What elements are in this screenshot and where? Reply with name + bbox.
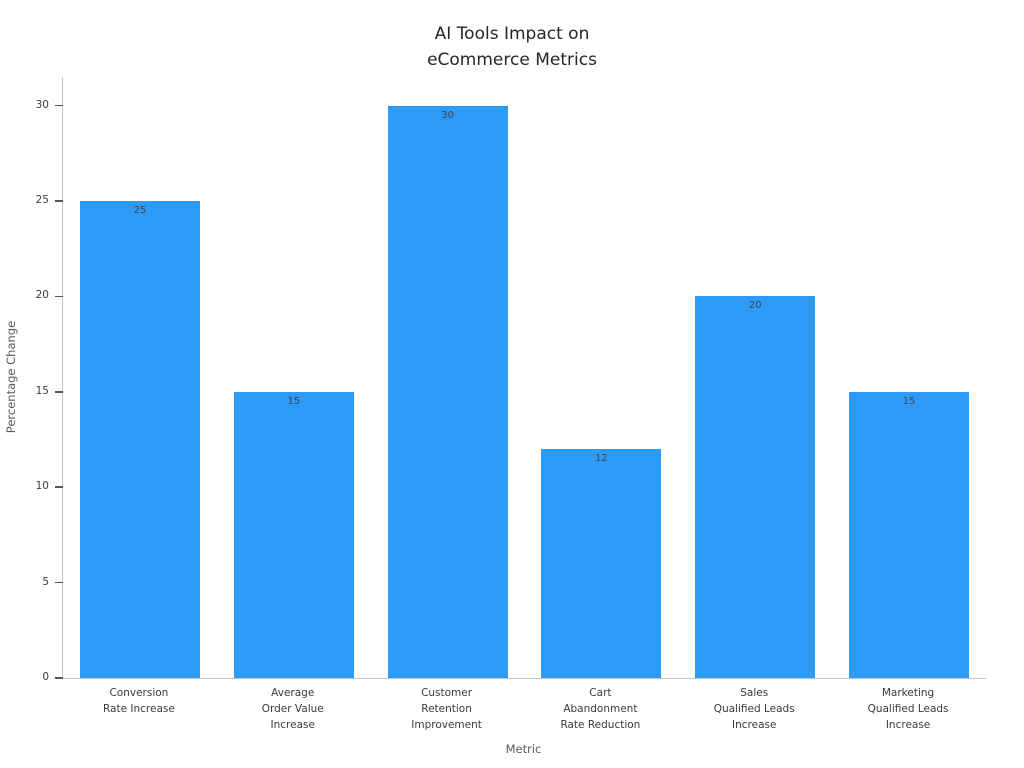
y-tick-label: 20 <box>35 289 49 302</box>
bar: 20 <box>695 296 816 678</box>
bar-value-label: 25 <box>133 205 147 217</box>
x-axis-label: Metric <box>505 742 542 756</box>
y-tick-label: 0 <box>42 671 49 683</box>
bar-slot: 25 <box>63 77 217 678</box>
y-tick-label: 5 <box>42 575 49 588</box>
bar-value-label: 15 <box>902 395 916 407</box>
y-tick-mark <box>55 677 63 679</box>
bar-value-label: 15 <box>287 395 301 407</box>
chart-title: AI Tools Impact on eCommerce Metrics <box>427 24 597 70</box>
y-tick-mark <box>55 581 63 584</box>
bar: 15 <box>849 391 970 678</box>
bar: 25 <box>79 201 200 678</box>
bars-row: 25 15 30 12 20 15 <box>63 77 986 678</box>
y-tick-label: 10 <box>35 480 49 493</box>
y-tick-label: 30 <box>35 98 49 111</box>
bar-slot: 12 <box>524 77 678 678</box>
y-tick-label: 25 <box>35 194 49 207</box>
plot-area: 25 15 30 12 20 15 0 5 10 15 20 25 30 <box>36 77 986 683</box>
x-tick-labels-row: Conversion Rate Increase Average Order Va… <box>62 685 985 733</box>
y-tick-mark <box>55 391 63 393</box>
bar-value-label: 30 <box>441 109 454 121</box>
y-axis-label: Percentage Change <box>4 320 18 434</box>
y-tick-mark <box>55 486 63 488</box>
y-tick-label: 15 <box>35 384 49 397</box>
bar-slot: 20 <box>678 77 832 678</box>
bar-slot: 15 <box>832 77 986 678</box>
x-tick-label: Cart Abandonment Rate Reduction <box>560 687 641 731</box>
x-tick-label: Marketing Qualified Leads Increase <box>867 687 949 731</box>
y-tick-mark <box>55 104 63 107</box>
x-tick-label: Conversion Rate Increase <box>102 687 175 715</box>
x-tick-label: Average Order Value Increase <box>261 687 324 731</box>
bar: 12 <box>541 449 662 678</box>
bar: 30 <box>387 105 508 678</box>
x-tick-label: Customer Retention Improvement <box>411 687 482 731</box>
x-tick-label: Sales Qualified Leads Increase <box>713 687 795 731</box>
bar-value-label: 12 <box>595 453 608 465</box>
bar: 15 <box>233 391 354 678</box>
bar-slot: 15 <box>217 77 371 678</box>
y-tick-mark <box>55 200 63 202</box>
bar-value-label: 20 <box>748 300 762 312</box>
y-tick-mark <box>55 295 63 298</box>
bar-slot: 30 <box>371 77 525 678</box>
